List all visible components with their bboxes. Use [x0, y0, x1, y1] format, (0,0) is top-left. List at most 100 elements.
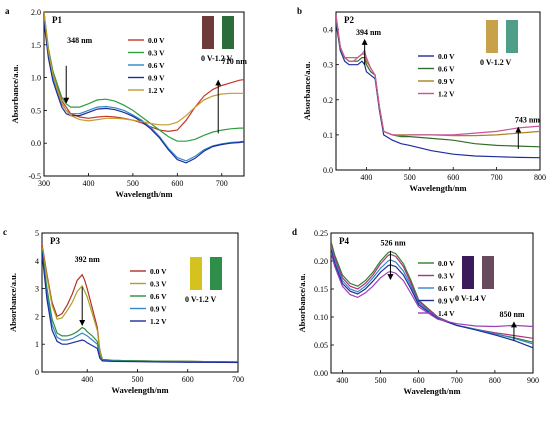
legend-label: 0.3 V — [438, 272, 455, 281]
y-tick-label: 2.0 — [31, 8, 41, 17]
y-tick-label: 0.4 — [323, 26, 333, 35]
x-tick-label: 500 — [131, 375, 143, 384]
color-swatch — [222, 16, 234, 49]
x-tick-label: 500 — [127, 179, 139, 188]
series-group — [331, 241, 533, 349]
series-line-06 — [42, 249, 238, 363]
legend-label: 0.0 V — [148, 36, 165, 45]
swatch-caption: 0 V-1.2 V — [185, 295, 217, 304]
x-tick-label: 800 — [489, 376, 501, 385]
legend-label: 0.6 V — [148, 61, 165, 70]
legend-label: 0.6 V — [438, 284, 455, 293]
legend-label: 0.6 V — [438, 65, 455, 74]
y-tick-label: 3 — [35, 285, 39, 294]
swatch-caption: 0 V-1.2 V — [201, 54, 233, 63]
y-axis-label: Absorbance/a.u. — [297, 273, 307, 332]
x-tick-label: 700 — [491, 173, 503, 182]
color-swatch — [462, 256, 474, 289]
y-tick-label: 0.1 — [323, 131, 333, 140]
color-swatch — [210, 257, 222, 290]
series-group — [42, 244, 238, 364]
y-tick-label: 5 — [35, 229, 39, 238]
color-swatch — [486, 20, 498, 53]
y-axis-label: Absorbance/a.u. — [8, 273, 18, 332]
legend-label: 1.2 V — [148, 86, 165, 95]
plot-frame — [335, 11, 541, 171]
peak-annotation: 526 nm — [381, 238, 406, 247]
x-axis-label: Wavelength/nm — [115, 189, 172, 199]
panel-c: 400 500 600 700 0 1 2 3 4 5 Wavelength/nm Absorbanc… — [3, 227, 244, 395]
panel-a: 300 400 500 600 700 -0.5 0.0 0.5 1.0 1.5 2.0 Wavele… — [5, 6, 247, 199]
x-tick-label: 400 — [81, 375, 93, 384]
y-tick-label: 0 — [35, 368, 39, 377]
peak-annotation: 850 nm — [499, 310, 524, 319]
x-tick-label: 300 — [38, 179, 50, 188]
x-tick-label: 400 — [336, 376, 348, 385]
x-tick-label: 600 — [182, 375, 194, 384]
y-tick-label: 0.00 — [314, 369, 328, 378]
x-tick-label: 500 — [375, 376, 387, 385]
y-tick-label: 4 — [35, 257, 39, 266]
x-tick-label: 700 — [232, 375, 244, 384]
y-tick-label: 0.15 — [314, 285, 328, 294]
x-tick-label: 600 — [447, 173, 459, 182]
legend-label: 0.9 V — [150, 305, 167, 314]
plot-frame — [41, 232, 239, 373]
peak-annotation: 392 nm — [75, 255, 100, 264]
panel-letter: c — [3, 227, 7, 237]
swatch-caption: 0 V-1.4 V — [455, 294, 487, 303]
x-tick-label: 900 — [527, 376, 539, 385]
y-tick-label: 0.0 — [31, 139, 41, 148]
legend-label: 0.9 V — [438, 77, 455, 86]
legend-label: 0.0 V — [150, 267, 167, 276]
x-tick-label: 700 — [451, 376, 463, 385]
panel-d: 400 500 600 700 800 900 0.00 0.05 0.10 0.15 0.20 0.… — [292, 227, 539, 396]
series-line-09 — [42, 252, 238, 363]
x-tick-label: 500 — [404, 173, 416, 182]
y-tick-label: 1.0 — [31, 74, 41, 83]
x-tick-label: 600 — [171, 179, 183, 188]
panel-label: P2 — [344, 15, 354, 25]
x-axis-label: Wavelength/nm — [111, 385, 168, 395]
y-tick-label: 0.2 — [323, 96, 333, 105]
panel-label: P4 — [339, 236, 349, 246]
series-line-09 — [44, 21, 244, 164]
color-swatch — [506, 20, 518, 53]
plot-frame — [43, 11, 245, 177]
y-tick-label: 0.05 — [314, 341, 328, 350]
legend-label: 1.4 V — [438, 309, 455, 318]
legend-label: 0.9 V — [438, 297, 455, 306]
x-tick-label: 400 — [82, 179, 94, 188]
series-line-03 — [42, 246, 238, 363]
series-group — [336, 15, 540, 159]
x-axis-label: Wavelength/nm — [409, 183, 466, 193]
legend-label: 1.2 V — [150, 317, 167, 326]
y-tick-label: 1.5 — [31, 41, 41, 50]
y-tick-label: 2 — [35, 312, 39, 321]
y-tick-label: 1 — [35, 340, 39, 349]
y-tick-label: 0.0 — [323, 166, 333, 175]
x-tick-label: 700 — [216, 179, 228, 188]
legend-label: 0.6 V — [150, 292, 167, 301]
y-axis-label: Absorbance/a.u. — [302, 61, 312, 120]
panel-b: 400 500 600 700 800 0.0 0.1 0.2 0.3 0.4 Wavelength… — [297, 6, 546, 193]
legend-label: 0.0 V — [438, 52, 455, 61]
panel-letter: d — [292, 227, 297, 237]
panel-label: P1 — [52, 15, 62, 25]
series-line-12 — [336, 15, 540, 137]
legend-label: 1.2 V — [438, 90, 455, 99]
series-line-09 — [331, 249, 533, 349]
y-tick-label: 0.10 — [314, 313, 328, 322]
y-tick-label: -0.5 — [28, 172, 41, 181]
y-tick-label: 0.20 — [314, 257, 328, 266]
panel-letter: b — [297, 6, 302, 16]
x-tick-label: 800 — [534, 173, 546, 182]
legend-label: 0.3 V — [148, 49, 165, 58]
y-tick-label: 0.25 — [314, 229, 328, 238]
panel-label: P3 — [50, 236, 60, 246]
peak-annotation: 394 nm — [356, 28, 381, 37]
peak-annotation: 710 nm — [222, 57, 247, 66]
legend-label: 0.9 V — [148, 74, 165, 83]
series-line-14 — [331, 252, 533, 328]
